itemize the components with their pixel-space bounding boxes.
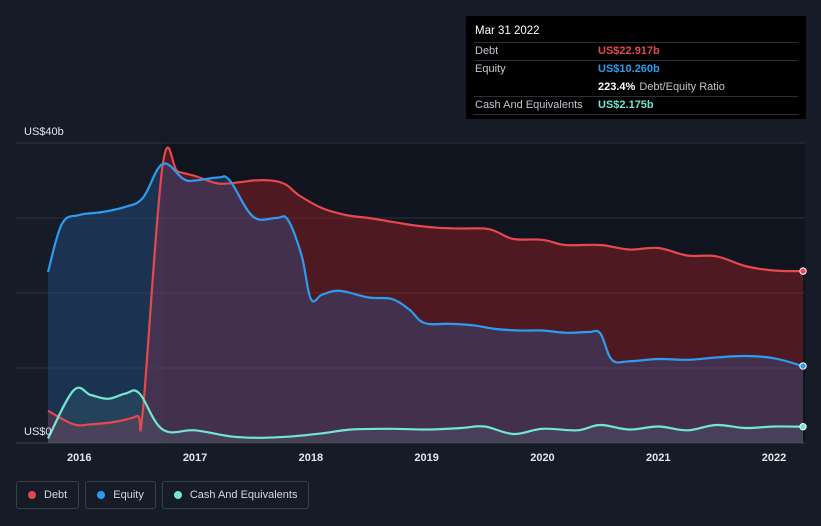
tooltip-row-cash: Cash And Equivalents US$2.175b: [474, 96, 798, 114]
tooltip-row-ratio: 223.4% Debt/Equity Ratio: [474, 78, 798, 96]
x-tick-label: 2019: [414, 452, 438, 464]
legend-cash-label: Cash And Equivalents: [189, 489, 298, 501]
legend-item-equity[interactable]: Equity: [85, 481, 156, 509]
tooltip-equity-value: US$10.260b: [598, 63, 660, 75]
equity-dot-icon: [97, 491, 106, 499]
debt-dot-icon: [28, 491, 36, 499]
x-tick-label: 2021: [646, 452, 670, 464]
cash-dot-icon: [173, 491, 182, 499]
legend-item-cash[interactable]: Cash And Equivalents: [161, 481, 310, 509]
legend-debt-label: Debt: [44, 489, 68, 501]
x-tick-label: 2016: [67, 452, 91, 464]
equity-endpoint: [799, 362, 807, 370]
tooltip-cash-label: Cash And Equivalents: [475, 99, 583, 111]
tooltip-debt-label: Debt: [475, 45, 499, 57]
chart-legend: Debt Equity Cash And Equivalents: [16, 481, 310, 509]
x-tick-label: 2017: [183, 452, 207, 464]
tooltip-row-debt: Debt US$22.917b: [474, 42, 798, 60]
y-axis-min-label: US$0: [24, 426, 52, 438]
tooltip-ratio-spacer: [474, 79, 598, 96]
debt-area: [48, 147, 803, 443]
x-axis-ticks: 2016 2017 2018 2019 2020 2021 2022: [67, 452, 786, 464]
tooltip-ratio-value: 223.4%: [598, 81, 636, 93]
cash-and-equivalents-area: [48, 387, 803, 443]
y-axis-max-label: US$40b: [24, 126, 64, 138]
legend-item-debt[interactable]: Debt: [16, 481, 80, 509]
series-lines: [46, 146, 804, 440]
cash-and-equivalents-endpoint: [799, 422, 807, 431]
legend-equity-label: Equity: [113, 489, 144, 501]
tooltip-ratio-label: Debt/Equity Ratio: [639, 81, 725, 93]
series-areas: [48, 147, 803, 443]
x-tick-label: 2020: [530, 452, 554, 464]
tooltip-equity-label: Equity: [475, 63, 506, 75]
series-endpoints: [799, 267, 807, 431]
gridlines: [16, 142, 805, 444]
debt-line: [47, 146, 804, 432]
equity-line: [46, 162, 804, 368]
cash-and-equivalents-line: [47, 386, 804, 440]
hover-tooltip: Mar 31 2022 Debt US$22.917b Equity US$10…: [466, 16, 806, 119]
x-tick-label: 2022: [762, 452, 786, 464]
tooltip-cash-value: US$2.175b: [598, 99, 654, 111]
debt-endpoint: [799, 267, 807, 275]
tooltip-row-equity: Equity US$10.260b: [474, 60, 798, 78]
equity-area: [48, 163, 803, 443]
x-tick-label: 2018: [299, 452, 323, 464]
tooltip-debt-value: US$22.917b: [598, 45, 660, 57]
tooltip-date: Mar 31 2022: [475, 25, 540, 37]
tooltip-bottom-divider: [474, 114, 798, 116]
